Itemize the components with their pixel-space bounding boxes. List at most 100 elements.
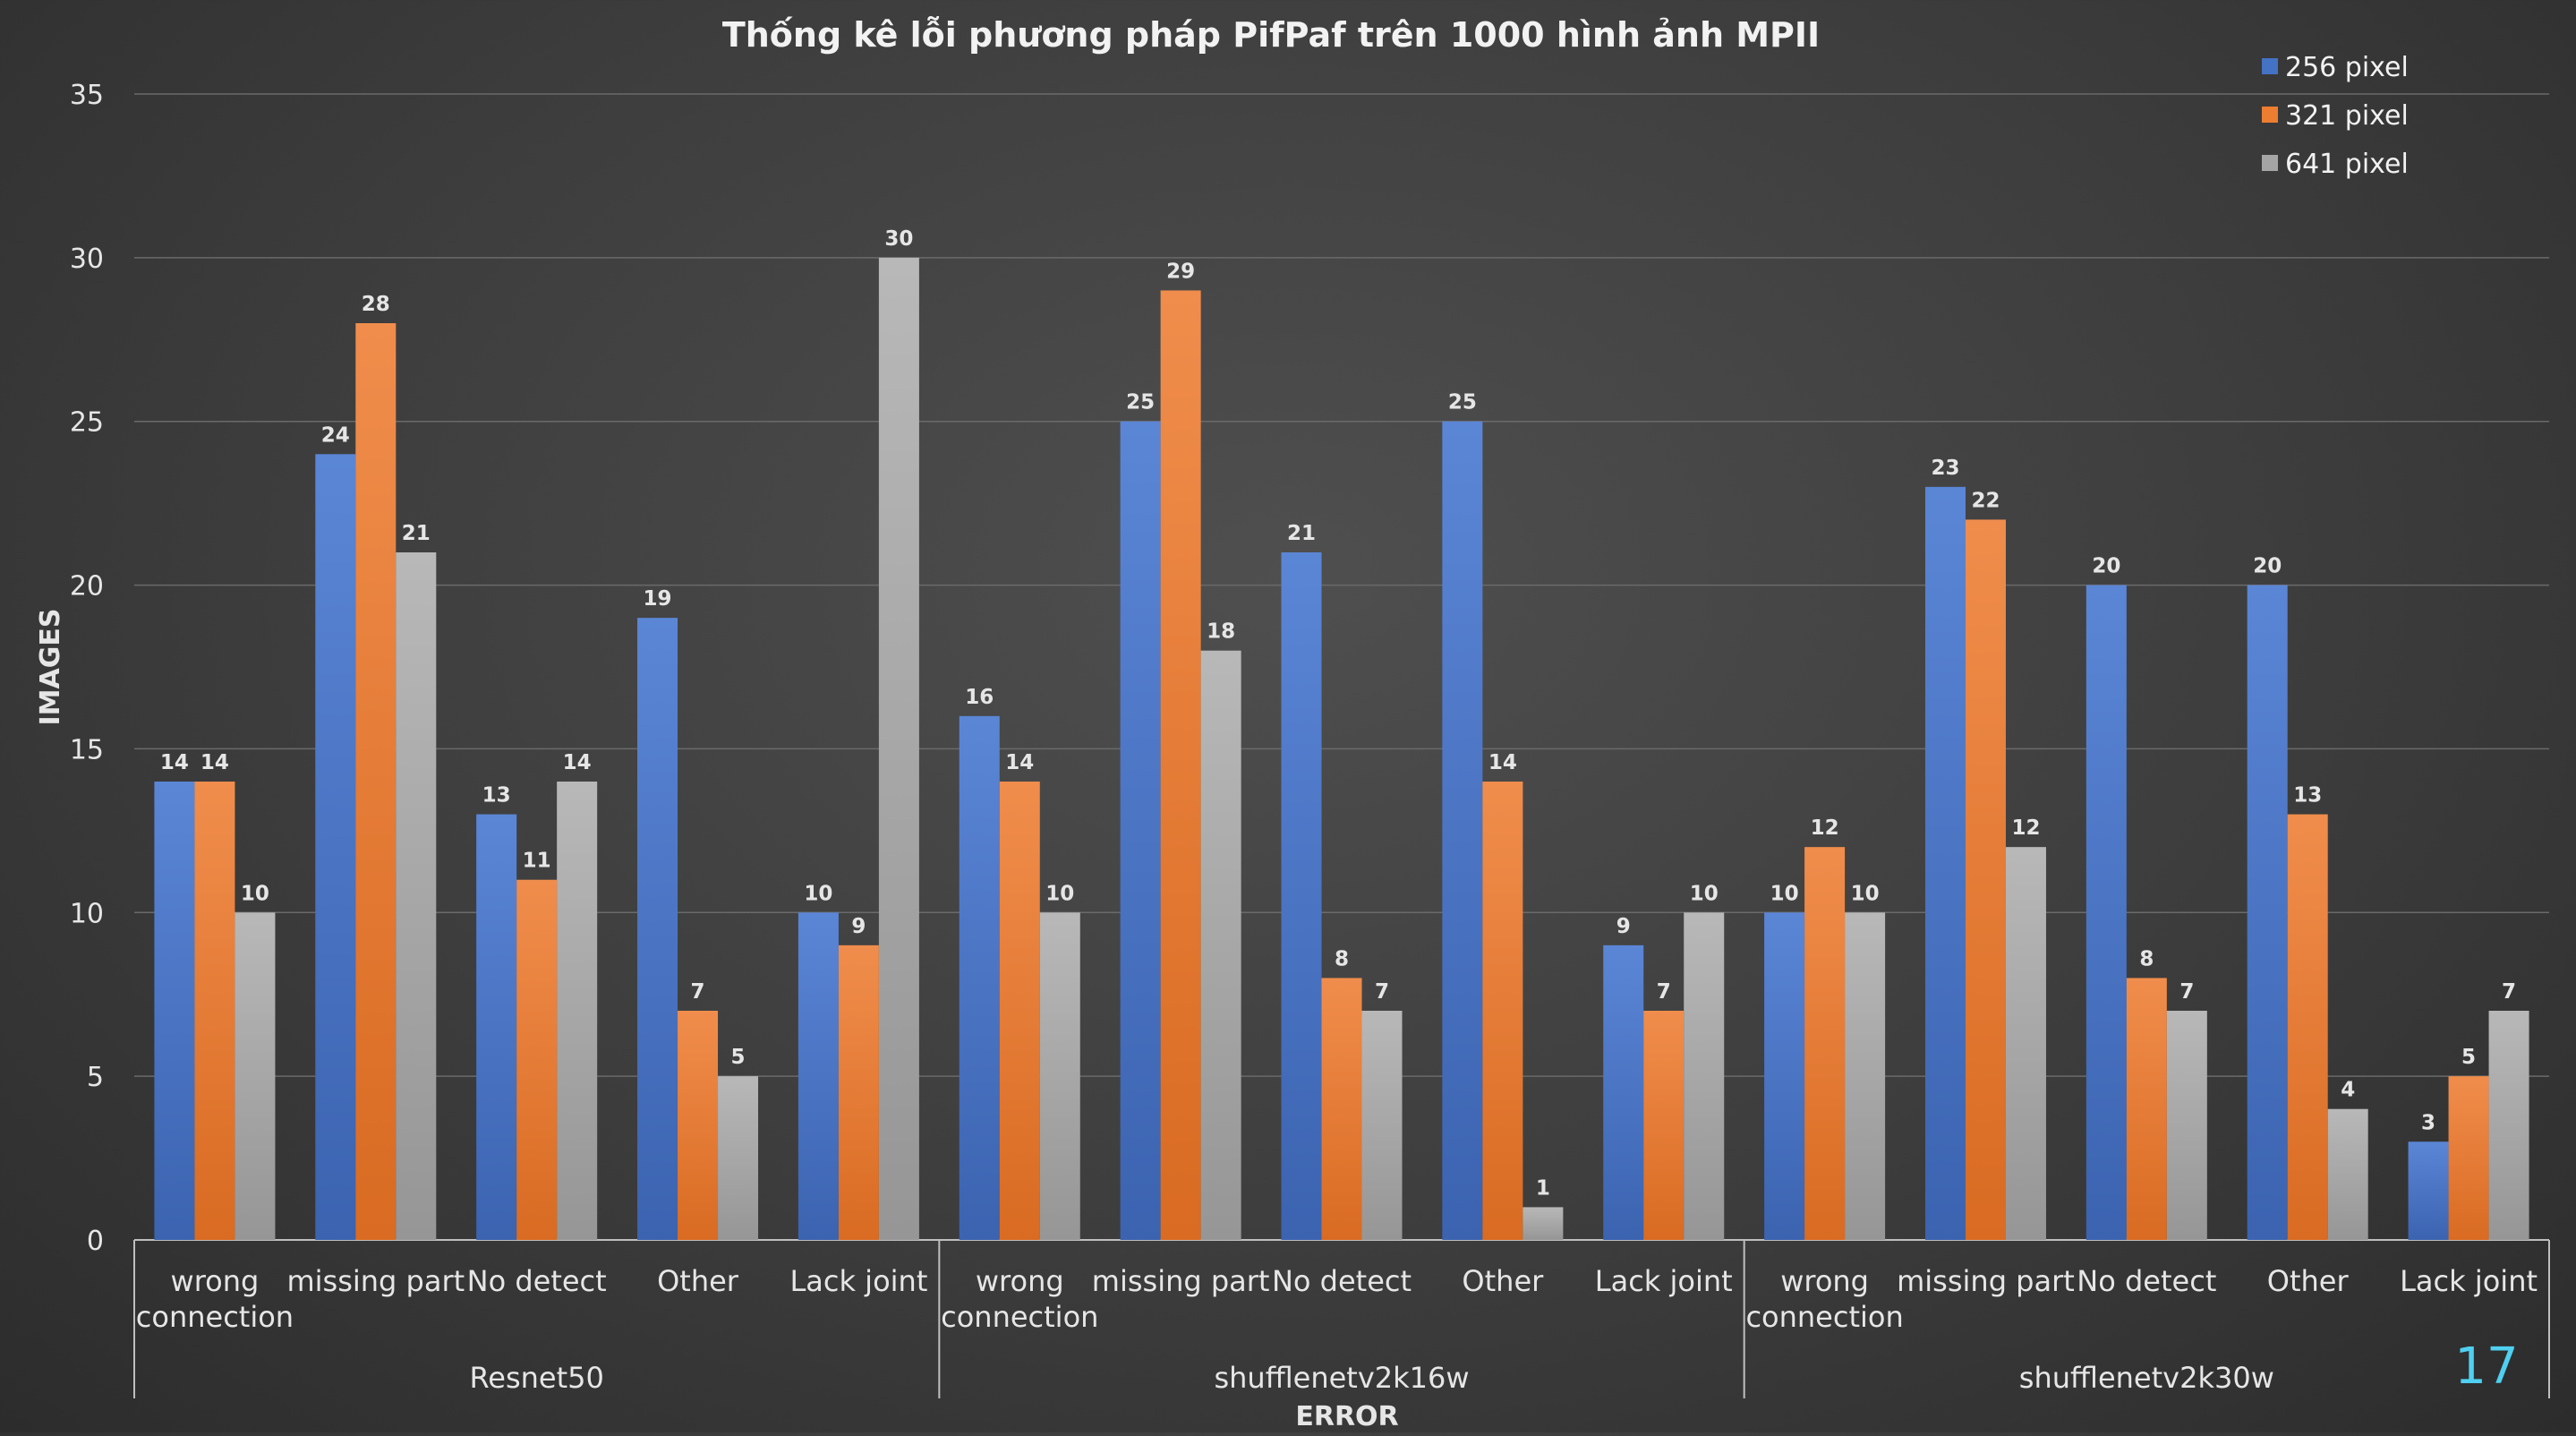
legend-swatch	[2262, 58, 2278, 74]
y-tick-label: 5	[87, 1062, 104, 1093]
bar	[315, 454, 356, 1240]
bar	[678, 1011, 719, 1240]
bar	[396, 552, 437, 1240]
category-label: No detect	[467, 1264, 607, 1298]
bar	[1200, 650, 1241, 1240]
data-label: 10	[1045, 882, 1074, 905]
data-label: 22	[1971, 489, 2000, 512]
y-axis: 0 5 10 15 20 25 30 35	[70, 80, 104, 1257]
data-label: 9	[1616, 915, 1631, 938]
category-label: Lack joint	[1595, 1264, 1733, 1298]
bar	[1643, 1011, 1685, 1240]
bar	[235, 912, 276, 1240]
data-label: 25	[1448, 391, 1477, 415]
data-label: 12	[2011, 816, 2040, 840]
data-label: 5	[2461, 1046, 2476, 1069]
category-label: Other	[2267, 1264, 2350, 1298]
bar	[959, 715, 1000, 1240]
bar	[999, 782, 1040, 1240]
x-axis-label: ERROR	[1295, 1401, 1398, 1432]
bar	[1361, 1011, 1403, 1240]
category-label: No detect	[2077, 1264, 2216, 1298]
data-label: 21	[402, 522, 431, 545]
legend-swatch	[2262, 155, 2278, 171]
data-label: 23	[1931, 457, 1959, 480]
bar	[476, 814, 517, 1240]
data-label: 16	[965, 686, 994, 709]
bars: 14 14102428211311141975109301614102529182…	[154, 227, 2529, 1240]
data-label: 28	[362, 293, 390, 316]
data-label: 11	[523, 850, 551, 873]
data-label: 13	[482, 784, 511, 808]
category-label: Lack joint	[789, 1264, 927, 1298]
bar	[2448, 1076, 2489, 1240]
y-tick-label: 15	[70, 734, 104, 765]
data-label: 1	[1536, 1176, 1550, 1200]
bar	[2408, 1141, 2449, 1240]
category-label: connection	[1745, 1300, 1903, 1334]
data-label: 14	[1005, 751, 1034, 774]
category-label: missing part	[1897, 1264, 2075, 1298]
data-label: 10	[804, 882, 832, 905]
data-label: 14	[1488, 751, 1517, 774]
data-label: 10	[1770, 882, 1799, 905]
data-label: 10	[1690, 882, 1719, 905]
data-label: 20	[2092, 555, 2120, 578]
bar	[1603, 945, 1644, 1240]
bar	[2005, 847, 2046, 1240]
legend-label: 256 pixel	[2285, 52, 2409, 83]
bar	[557, 782, 598, 1240]
data-label: 13	[2293, 784, 2322, 808]
data-label: 14	[160, 751, 189, 774]
bar	[1924, 486, 1966, 1240]
data-label: 7	[2179, 980, 2194, 1004]
chart-title: Thống kê lỗi phương pháp PifPaf trên 100…	[722, 15, 1820, 55]
bar	[516, 879, 558, 1240]
bar	[1442, 421, 1483, 1240]
bar	[1523, 1207, 1564, 1240]
group-label: Resnet50	[469, 1361, 603, 1395]
data-label: 10	[241, 882, 269, 905]
category-label: missing part	[1092, 1264, 1270, 1298]
category-label: wrong	[1780, 1264, 1869, 1298]
data-label: 24	[321, 423, 350, 447]
category-label: connection	[136, 1300, 294, 1334]
data-label: 8	[1335, 947, 1349, 970]
data-label: 9	[851, 915, 866, 938]
bar	[1120, 421, 1161, 1240]
bar	[194, 782, 235, 1240]
y-tick-label: 10	[70, 898, 104, 929]
category-label: wrong	[976, 1264, 1064, 1298]
bar	[1845, 912, 1886, 1240]
bar	[2166, 1011, 2207, 1240]
data-label: 7	[1657, 980, 1671, 1004]
legend-label: 321 pixel	[2285, 100, 2409, 132]
data-label: 14	[200, 751, 229, 774]
bar	[637, 618, 678, 1240]
category-label: Other	[1462, 1264, 1544, 1298]
data-label: 21	[1287, 522, 1316, 545]
bar	[1281, 552, 1322, 1240]
data-label: 3	[2421, 1111, 2435, 1134]
bar	[838, 945, 879, 1240]
legend-swatch	[2262, 107, 2278, 123]
y-tick-label: 20	[70, 571, 104, 603]
bar	[1764, 912, 1805, 1240]
bar	[718, 1076, 759, 1240]
bar	[1482, 782, 1523, 1240]
category-label: missing part	[286, 1264, 465, 1298]
data-label: 8	[2139, 947, 2154, 970]
bar	[2287, 814, 2328, 1240]
y-tick-label: 25	[70, 407, 104, 439]
bar	[2086, 585, 2127, 1240]
data-label: 30	[884, 227, 913, 251]
data-label: 19	[644, 587, 672, 611]
data-label: 7	[691, 980, 705, 1004]
y-tick-label: 0	[87, 1226, 104, 1257]
category-label: connection	[941, 1300, 1098, 1334]
bar	[2126, 978, 2167, 1240]
bar	[2327, 1108, 2368, 1240]
group-label: shufflenetv2k16w	[1214, 1361, 1469, 1395]
